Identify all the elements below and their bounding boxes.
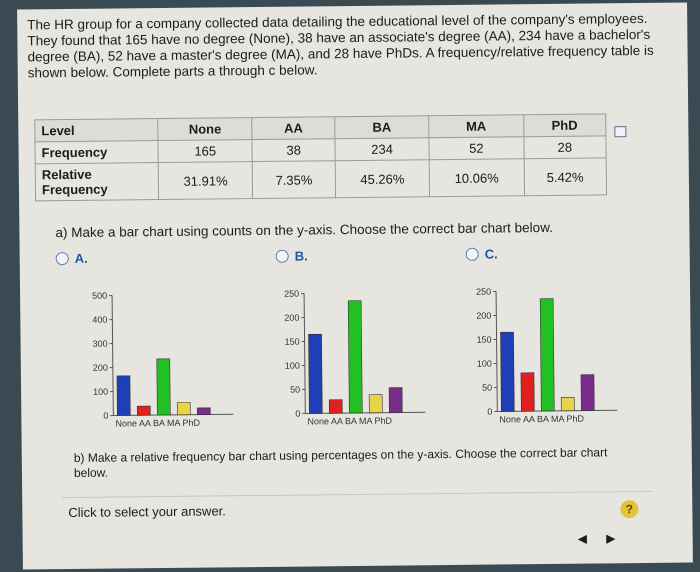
y-tick-label: 0	[103, 411, 108, 421]
x-tick-labels: None AA BA MA PhD	[115, 418, 200, 429]
navigation-arrows[interactable]: ◀ ▶	[577, 531, 624, 546]
y-tick-label: 250	[284, 289, 299, 299]
y-tick-label: 100	[477, 359, 492, 369]
bar-chart-c[interactable]: 0 50 100 150 200 250 None AA BA MA PhD	[444, 275, 626, 432]
y-axis	[111, 295, 114, 416]
x-tick-labels: None AA BA MA PhD	[307, 416, 392, 427]
table-cell: 10.06%	[429, 158, 525, 197]
y-tick-label: 0	[295, 409, 300, 419]
table-cell: 165	[157, 139, 253, 163]
x-axis	[113, 413, 234, 417]
bar-ba	[539, 298, 555, 412]
screen: The HR group for a company collected dat…	[17, 2, 693, 570]
copy-icon[interactable]	[614, 126, 627, 138]
option-label: B.	[294, 248, 308, 264]
bar-phd	[580, 374, 595, 411]
x-tick-labels: None AA BA MA PhD	[499, 414, 584, 425]
bar-aa	[520, 372, 535, 412]
y-tick-label: 50	[290, 385, 300, 395]
bar-ba	[347, 300, 363, 414]
table-header-cell: None	[157, 117, 253, 141]
y-tick-label: 200	[93, 363, 108, 373]
table-row: Relative Frequency 31.91% 7.35% 45.26% 1…	[35, 157, 607, 201]
part-a-prompt: a) Make a bar chart using counts on the …	[55, 219, 553, 241]
y-axis	[303, 293, 306, 414]
table-header-cell: MA	[428, 114, 524, 138]
table-cell: 7.35%	[252, 160, 336, 199]
y-tick-label: 250	[476, 287, 491, 297]
question-text: The HR group for a company collected dat…	[27, 10, 654, 81]
table-cell: 31.91%	[158, 161, 253, 200]
bar-none	[308, 333, 323, 414]
option-label: C.	[484, 246, 498, 262]
bar-ma	[560, 396, 575, 412]
row-label: Relative Frequency	[35, 162, 159, 201]
answer-footer: Click to select your answer.	[62, 490, 653, 535]
radio-button[interactable]	[465, 247, 479, 261]
table-cell: 5.42%	[523, 157, 607, 196]
y-tick-label: 150	[476, 335, 491, 345]
bar-chart-a[interactable]: 0 100 200 300 400 500 None AA BA MA PhD	[60, 279, 242, 436]
radio-button[interactable]	[55, 251, 69, 266]
y-tick-label: 500	[92, 291, 107, 301]
bar-ba	[156, 358, 171, 416]
table-cell: 45.26%	[334, 159, 430, 198]
y-tick-label: 150	[284, 337, 299, 347]
x-axis	[305, 411, 426, 415]
y-tick-label: 100	[285, 361, 300, 371]
option-label: A.	[74, 250, 88, 266]
bar-chart-b[interactable]: 0 50 100 150 200 250 None AA BA MA PhD	[252, 277, 434, 434]
select-answer-hint: Click to select your answer.	[68, 503, 226, 521]
bar-aa	[136, 405, 151, 416]
row-label: Frequency	[34, 140, 159, 164]
part-b-prompt: b) Make a relative frequency bar chart u…	[73, 445, 608, 480]
table-cell: 234	[334, 137, 430, 161]
y-tick-label: 300	[93, 339, 108, 349]
option-a[interactable]: A.	[55, 250, 88, 266]
table-header-cell: PhD	[523, 113, 606, 137]
y-tick-label: 100	[93, 387, 108, 397]
y-axis	[495, 291, 498, 412]
option-c[interactable]: C.	[465, 246, 498, 262]
bar-none	[500, 331, 515, 412]
table-header-cell: BA	[334, 115, 430, 139]
y-tick-label: 50	[482, 383, 492, 393]
bar-aa	[328, 399, 343, 414]
table-header-cell: Level	[34, 118, 158, 142]
table-header-cell: AA	[252, 116, 335, 140]
radio-button[interactable]	[275, 249, 289, 263]
y-tick-label: 200	[476, 311, 491, 321]
y-tick-label: 200	[284, 313, 299, 323]
table-cell: 28	[523, 135, 607, 159]
option-b[interactable]: B.	[275, 248, 308, 264]
y-tick-label: 400	[92, 315, 107, 325]
bar-ma	[176, 401, 191, 416]
table-cell: 38	[252, 138, 335, 162]
bar-phd	[388, 387, 403, 413]
bar-none	[116, 375, 131, 416]
help-icon[interactable]: ?	[620, 500, 639, 519]
y-tick-label: 0	[487, 407, 492, 417]
frequency-table: Level None AA BA MA PhD Frequency 165 38…	[34, 113, 608, 202]
x-axis	[497, 409, 618, 413]
bar-phd	[196, 407, 211, 415]
bar-ma	[368, 394, 383, 414]
table-cell: 52	[429, 136, 524, 160]
